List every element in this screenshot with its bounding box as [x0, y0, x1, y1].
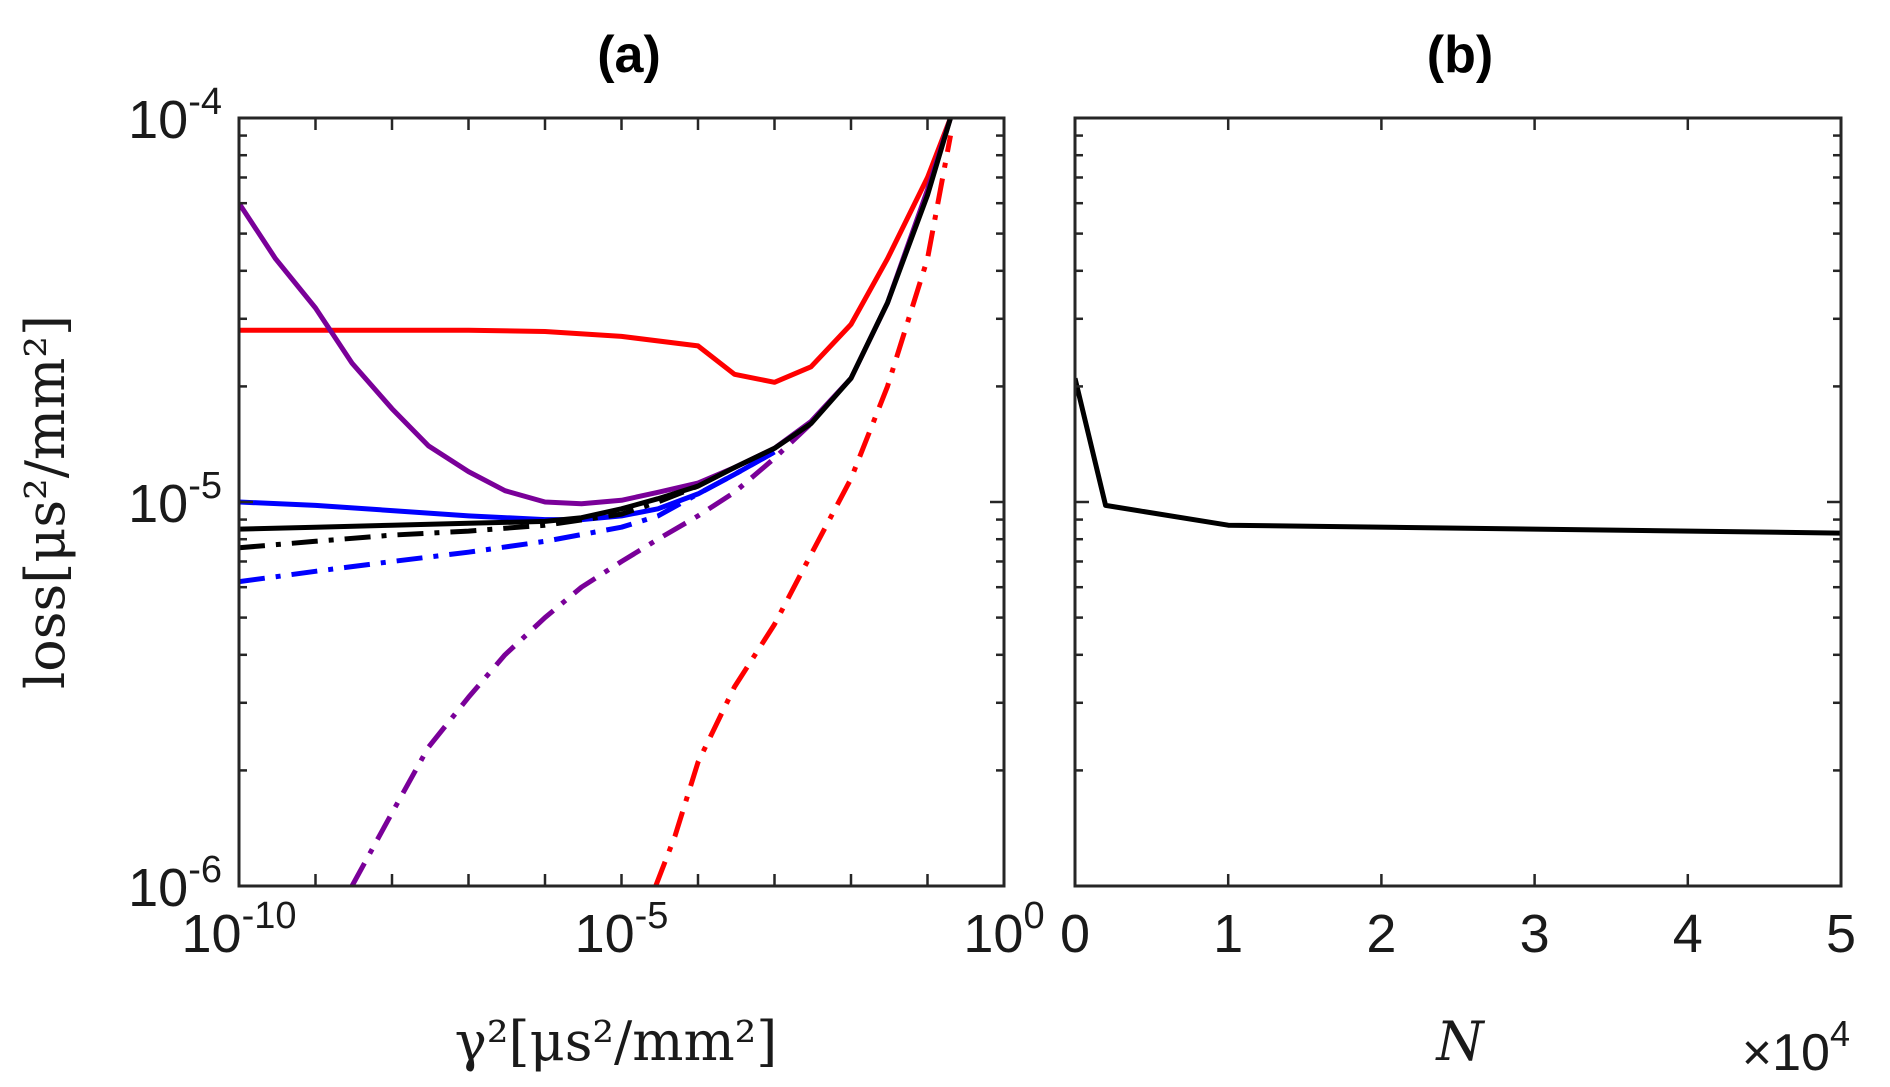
panel-a-x-tick-label: 100 — [963, 895, 1044, 964]
panel-b-x-tick-label: 5 — [1826, 904, 1856, 964]
panel-a-axes — [237, 116, 1006, 888]
panel-a-series-line-1 — [653, 135, 953, 886]
panel-a-y-tick-label: 10-6 — [128, 849, 222, 918]
multiplier-base: 10 — [1772, 1024, 1830, 1082]
multiplier-prefix: × — [1742, 1024, 1772, 1082]
panel-a-x-axis-label: γ²[μs²/mm²] — [455, 1010, 778, 1073]
panel-b-series-line-0 — [1075, 377, 1841, 536]
panel-a-series — [239, 118, 953, 886]
panel-a-series-line-2 — [239, 118, 953, 507]
panel-a-y-axis-label: loss[μs²/mm²] — [14, 315, 77, 689]
panel-a-title: (a) — [597, 26, 661, 84]
panel-a-series-line-0 — [239, 118, 953, 385]
panel-a-series-line-5 — [239, 449, 776, 585]
panel-a-y-tick-label: 10-5 — [128, 465, 222, 534]
panel-b-x-multiplier: ×104 — [1742, 1013, 1850, 1082]
panel-a-series-line-7 — [239, 483, 699, 551]
multiplier-exponent: 4 — [1830, 1013, 1850, 1054]
panel-a-y-tick-label: 10-4 — [128, 81, 222, 150]
panel-b-x-tick-label: 0 — [1060, 904, 1090, 964]
panel-b-x-tick-label: 1 — [1213, 904, 1243, 964]
panel-b-x-tick-label: 4 — [1673, 904, 1703, 964]
panel-a-x-tick-label: 10-5 — [575, 895, 669, 964]
panel-a-x-tick-labels: 10-10 10-5 100 — [182, 895, 1045, 964]
panel-b-ticks — [1073, 118, 1843, 888]
panel-a: (a) 10-10 10-5 100 10-6 10-5 10-4 γ²[μs²/mm²… — [14, 26, 1045, 1073]
panel-a-x-tick-label: 10-10 — [182, 895, 297, 964]
panel-a-series-line-6 — [239, 118, 953, 532]
panel-b-axes — [1073, 116, 1843, 888]
panel-a-series-line-3 — [349, 421, 813, 886]
panel-b-x-tick-labels: 0 1 2 3 4 5 — [1060, 904, 1856, 964]
panel-a-y-tick-labels: 10-6 10-5 10-4 — [128, 81, 222, 918]
panel-b-x-axis-label: N — [1434, 1010, 1485, 1073]
panel-b-x-tick-label: 2 — [1366, 904, 1396, 964]
panel-b-title: (b) — [1427, 26, 1493, 84]
panel-b-x-tick-label: 3 — [1520, 904, 1550, 964]
panel-b-series — [1075, 377, 1841, 536]
